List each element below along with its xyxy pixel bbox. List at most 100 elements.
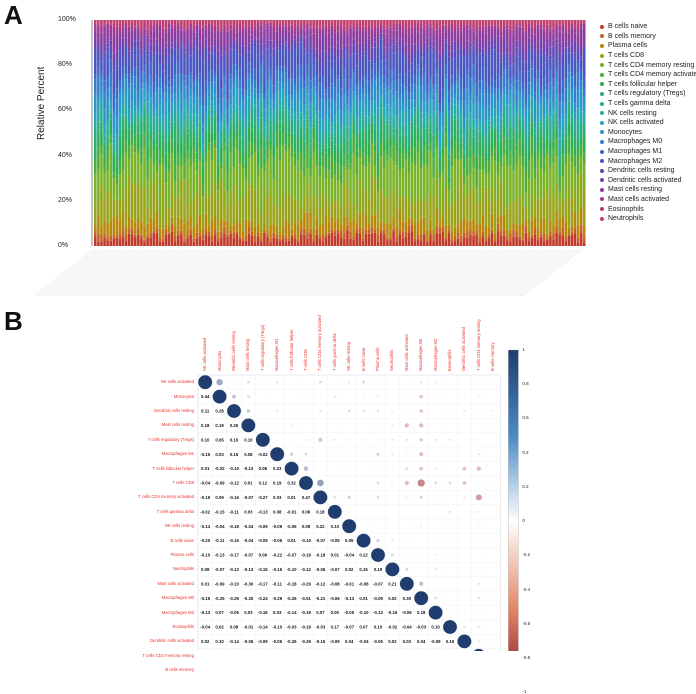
bar-segment [127,88,131,109]
correlation-value: -0.26 [287,639,297,644]
bar-segment [149,75,152,87]
bar-segment [496,217,500,224]
bar-segment [370,86,374,101]
bar-segment [527,110,531,123]
bar-segment [512,20,515,26]
bar-segment [555,125,558,139]
bar-segment [441,89,445,100]
bar-segment [207,23,211,31]
bar-segment [232,77,235,83]
bar-segment [256,117,260,125]
bar-segment [499,118,503,129]
correlation-circle [305,381,307,383]
bar-segment [404,25,408,29]
bar-segment [441,226,445,232]
bar-segment [164,208,168,225]
bar-segment [253,81,257,89]
bar-segment [413,164,417,197]
bar-segment [499,20,503,28]
bar-segment [546,99,549,106]
bar-segment [177,23,180,30]
bar-segment [539,216,543,234]
bar-segment [238,25,242,31]
bar-segment [552,46,555,59]
bar-segment [570,27,574,39]
bar-segment [180,218,183,232]
bar-segment [453,41,457,52]
bar-segment [247,108,251,113]
bar-segment [419,133,423,150]
bar-segment [496,28,500,37]
bar-segment [146,30,149,36]
bar-segment [247,43,251,47]
bar-segment [502,69,506,88]
legend-swatch [600,120,604,125]
bar-segment [450,105,454,117]
bar-segment [195,46,199,78]
bar-segment [576,237,580,243]
bar-segment [379,61,383,75]
correlation-value: -0.51 [301,596,311,601]
bar-segment [272,56,275,86]
bar-segment [106,98,109,120]
bar-segment [447,224,451,230]
bar-segment [358,157,362,179]
correlation-circle [463,611,466,614]
bar-segment [232,224,235,233]
bar-segment [536,24,540,29]
bar-segment [456,128,460,144]
bar-segment [450,31,454,42]
bar-segment [367,122,371,129]
bar-segment [238,236,242,239]
correlation-circle [434,596,437,600]
bar-segment [555,43,558,53]
bar-segment [524,192,528,208]
bar-segment [502,87,506,94]
bar-segment [558,235,561,246]
bar-segment [370,135,374,144]
bar-segment [426,85,429,95]
bar-segment [484,41,488,51]
bar-segment [309,168,312,177]
bar-segment [306,109,309,120]
bar-segment [352,105,355,116]
legend-swatch [600,197,604,202]
correlation-circle [362,439,365,441]
bar-segment [232,64,235,78]
bar-segment [423,24,426,28]
bar-segment [355,118,358,133]
bar-segment [413,223,417,239]
bar-segment [186,26,189,29]
x-tick-label [43,248,104,297]
x-tick-label [141,248,202,297]
bar-segment [100,241,103,246]
bar-segment [404,124,408,135]
correlation-circle [434,568,437,571]
bar-segment [284,144,288,152]
correlation-circle [376,496,380,499]
bar-segment [217,50,220,58]
bar-segment [223,189,226,222]
bar-segment [352,153,355,204]
bar-segment [546,28,549,35]
bar-segment [579,206,583,226]
bar-segment [213,81,217,95]
correlation-circle [305,424,307,426]
bar-segment [217,178,220,191]
bar-segment [570,110,574,116]
bar-segment [450,121,454,137]
bar-segment [140,133,143,149]
bar-segment [481,137,485,153]
bar-segment [361,20,365,27]
bar-segment [330,140,334,151]
correlation-circle [478,525,480,527]
bar-segment [358,27,362,32]
bar-segment [490,128,494,140]
bar-segment [512,127,515,131]
bar-segment [330,202,334,217]
bar-segment [373,114,377,123]
bar-segment [97,38,100,45]
bar-segment [549,47,552,56]
correlation-circle [462,466,467,471]
bar-segment [336,48,340,57]
